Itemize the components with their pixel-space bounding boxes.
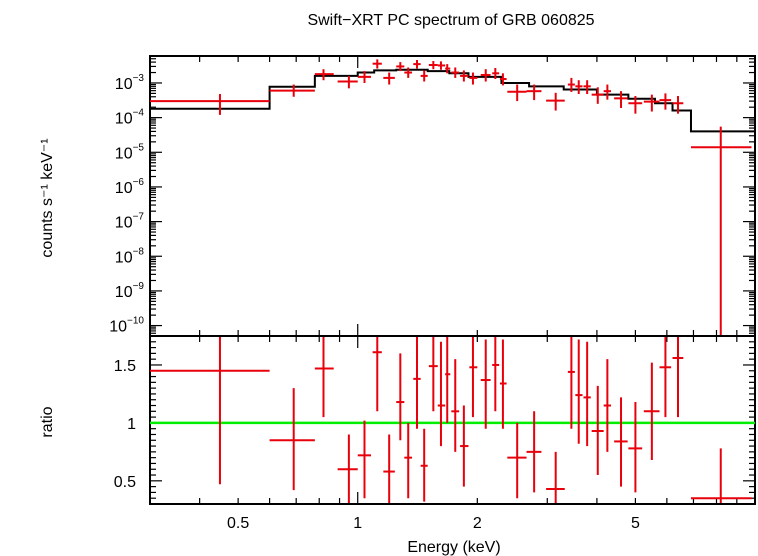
spectrum-data-point <box>546 92 565 111</box>
x-tick-label: 1 <box>353 515 362 532</box>
upper-y-tick-label: 10−10 <box>109 316 144 336</box>
spectrum-data-point <box>583 80 591 95</box>
spectrum-data-point <box>413 59 421 69</box>
ratio-data-point <box>499 339 507 429</box>
upper-y-tick-label: 10−5 <box>115 142 145 162</box>
upper-y-tick-label: 10−8 <box>115 246 145 266</box>
spectrum-data-point <box>628 96 643 114</box>
lower-plot-frame <box>149 335 756 505</box>
lower-y-tick-label: 0.5 <box>114 474 136 491</box>
spectrum-data-point <box>469 72 478 85</box>
ratio-data-point <box>469 337 478 418</box>
ratio-data-point <box>437 341 446 447</box>
spectrum-data-point <box>575 80 583 95</box>
ratio-data-point <box>507 422 527 499</box>
ratio-data-point <box>451 359 460 452</box>
ratio-data-point <box>460 405 469 487</box>
lower-y-tick-label: 1.5 <box>114 358 136 375</box>
ratio-data-point <box>583 341 591 447</box>
spectrum-data-point <box>672 96 684 114</box>
chart-title: Swift−XRT PC spectrum of GRB 060825 <box>307 12 594 29</box>
spectrum-data-point <box>690 126 752 335</box>
ratio-data-point <box>575 339 583 444</box>
spectrum-data-point <box>357 71 372 83</box>
ratio-data-point <box>396 353 405 441</box>
ratio-data-point <box>314 337 334 418</box>
spectrum-data-point <box>492 68 500 80</box>
x-tick-label: 2 <box>473 515 482 532</box>
ratio-data-point <box>420 428 428 502</box>
spectrum-data-point <box>643 94 660 112</box>
spectrum-data-point <box>404 67 413 78</box>
ratio-data-point <box>404 422 413 499</box>
ratio-data-point <box>659 337 672 418</box>
upper-y-tick-label: 10−4 <box>115 108 145 128</box>
spectrum-data-point <box>591 87 604 104</box>
ratio-data-point <box>643 362 660 460</box>
ratio-data-point <box>672 337 684 418</box>
upper-y-tick-label: 10−6 <box>115 177 145 197</box>
spectrum-data-point <box>269 84 315 97</box>
spectrum-data-point <box>383 72 395 85</box>
ratio-data-point <box>492 337 500 412</box>
ratio-data-point <box>428 337 438 412</box>
ratio-data-point <box>480 339 491 429</box>
upper-y-tick-label: 10−7 <box>115 212 145 232</box>
spectrum-data-point <box>150 94 270 115</box>
lower-panel: 0.5 1 1.5 0.5 1 2 5 <box>114 335 756 532</box>
upper-plot-frame <box>149 55 756 337</box>
ratio-data-point <box>269 388 315 491</box>
ratio-data-point <box>603 359 611 452</box>
x-tick-label: 0.5 <box>227 515 249 532</box>
lower-y-tick-label: 1 <box>127 416 136 433</box>
ratio-data-point <box>150 337 270 485</box>
ratio-data-point <box>591 385 604 476</box>
upper-y-axis-label: counts s⁻¹ keV⁻¹ <box>39 138 56 257</box>
ratio-data-point <box>526 411 542 493</box>
ratio-data-point <box>690 448 752 503</box>
lower-y-axis-label: ratio <box>39 406 56 437</box>
ratio-data-point <box>445 337 451 423</box>
x-axis-label: Energy (keV) <box>407 539 500 556</box>
spectrum-data-point <box>451 67 460 78</box>
spectrum-data-point <box>526 84 542 101</box>
ratio-data-point <box>546 451 565 503</box>
spectrum-data-point <box>396 62 405 72</box>
spectrum-data-point <box>614 91 628 108</box>
ratio-data-point <box>372 337 382 412</box>
ratio-data-point <box>413 337 421 429</box>
spectrum-data-point <box>337 75 358 89</box>
spectrum-data-point <box>445 64 451 74</box>
upper-panel: 10−3 10−4 10−5 10−6 10−7 10−8 10−9 10−10 <box>109 55 756 337</box>
ratio-data-point <box>628 402 643 493</box>
upper-y-tick-label: 10−9 <box>115 281 145 301</box>
upper-y-tick-label: 10−3 <box>115 73 145 93</box>
spectrum-data-point <box>507 84 527 102</box>
spectrum-data-point <box>437 61 446 70</box>
spectrum-data-point <box>460 70 469 82</box>
spectrum-data-point <box>603 84 611 100</box>
ratio-data-point <box>357 420 372 499</box>
spectrum-data-point <box>372 59 382 69</box>
ratio-data-point <box>383 434 395 503</box>
spectrum-data-point <box>428 61 438 70</box>
x-tick-label: 5 <box>631 515 640 532</box>
spectrum-data-point <box>314 69 334 81</box>
spectrum-data-point <box>480 69 491 82</box>
spectrum-data-point <box>499 73 507 86</box>
ratio-data-point <box>337 434 358 503</box>
spectrum-data-point <box>567 77 575 92</box>
ratio-data-point <box>614 397 628 487</box>
spectrum-data-point <box>659 93 672 110</box>
spectrum-data-point <box>420 70 428 82</box>
ratio-data-point <box>567 337 575 429</box>
